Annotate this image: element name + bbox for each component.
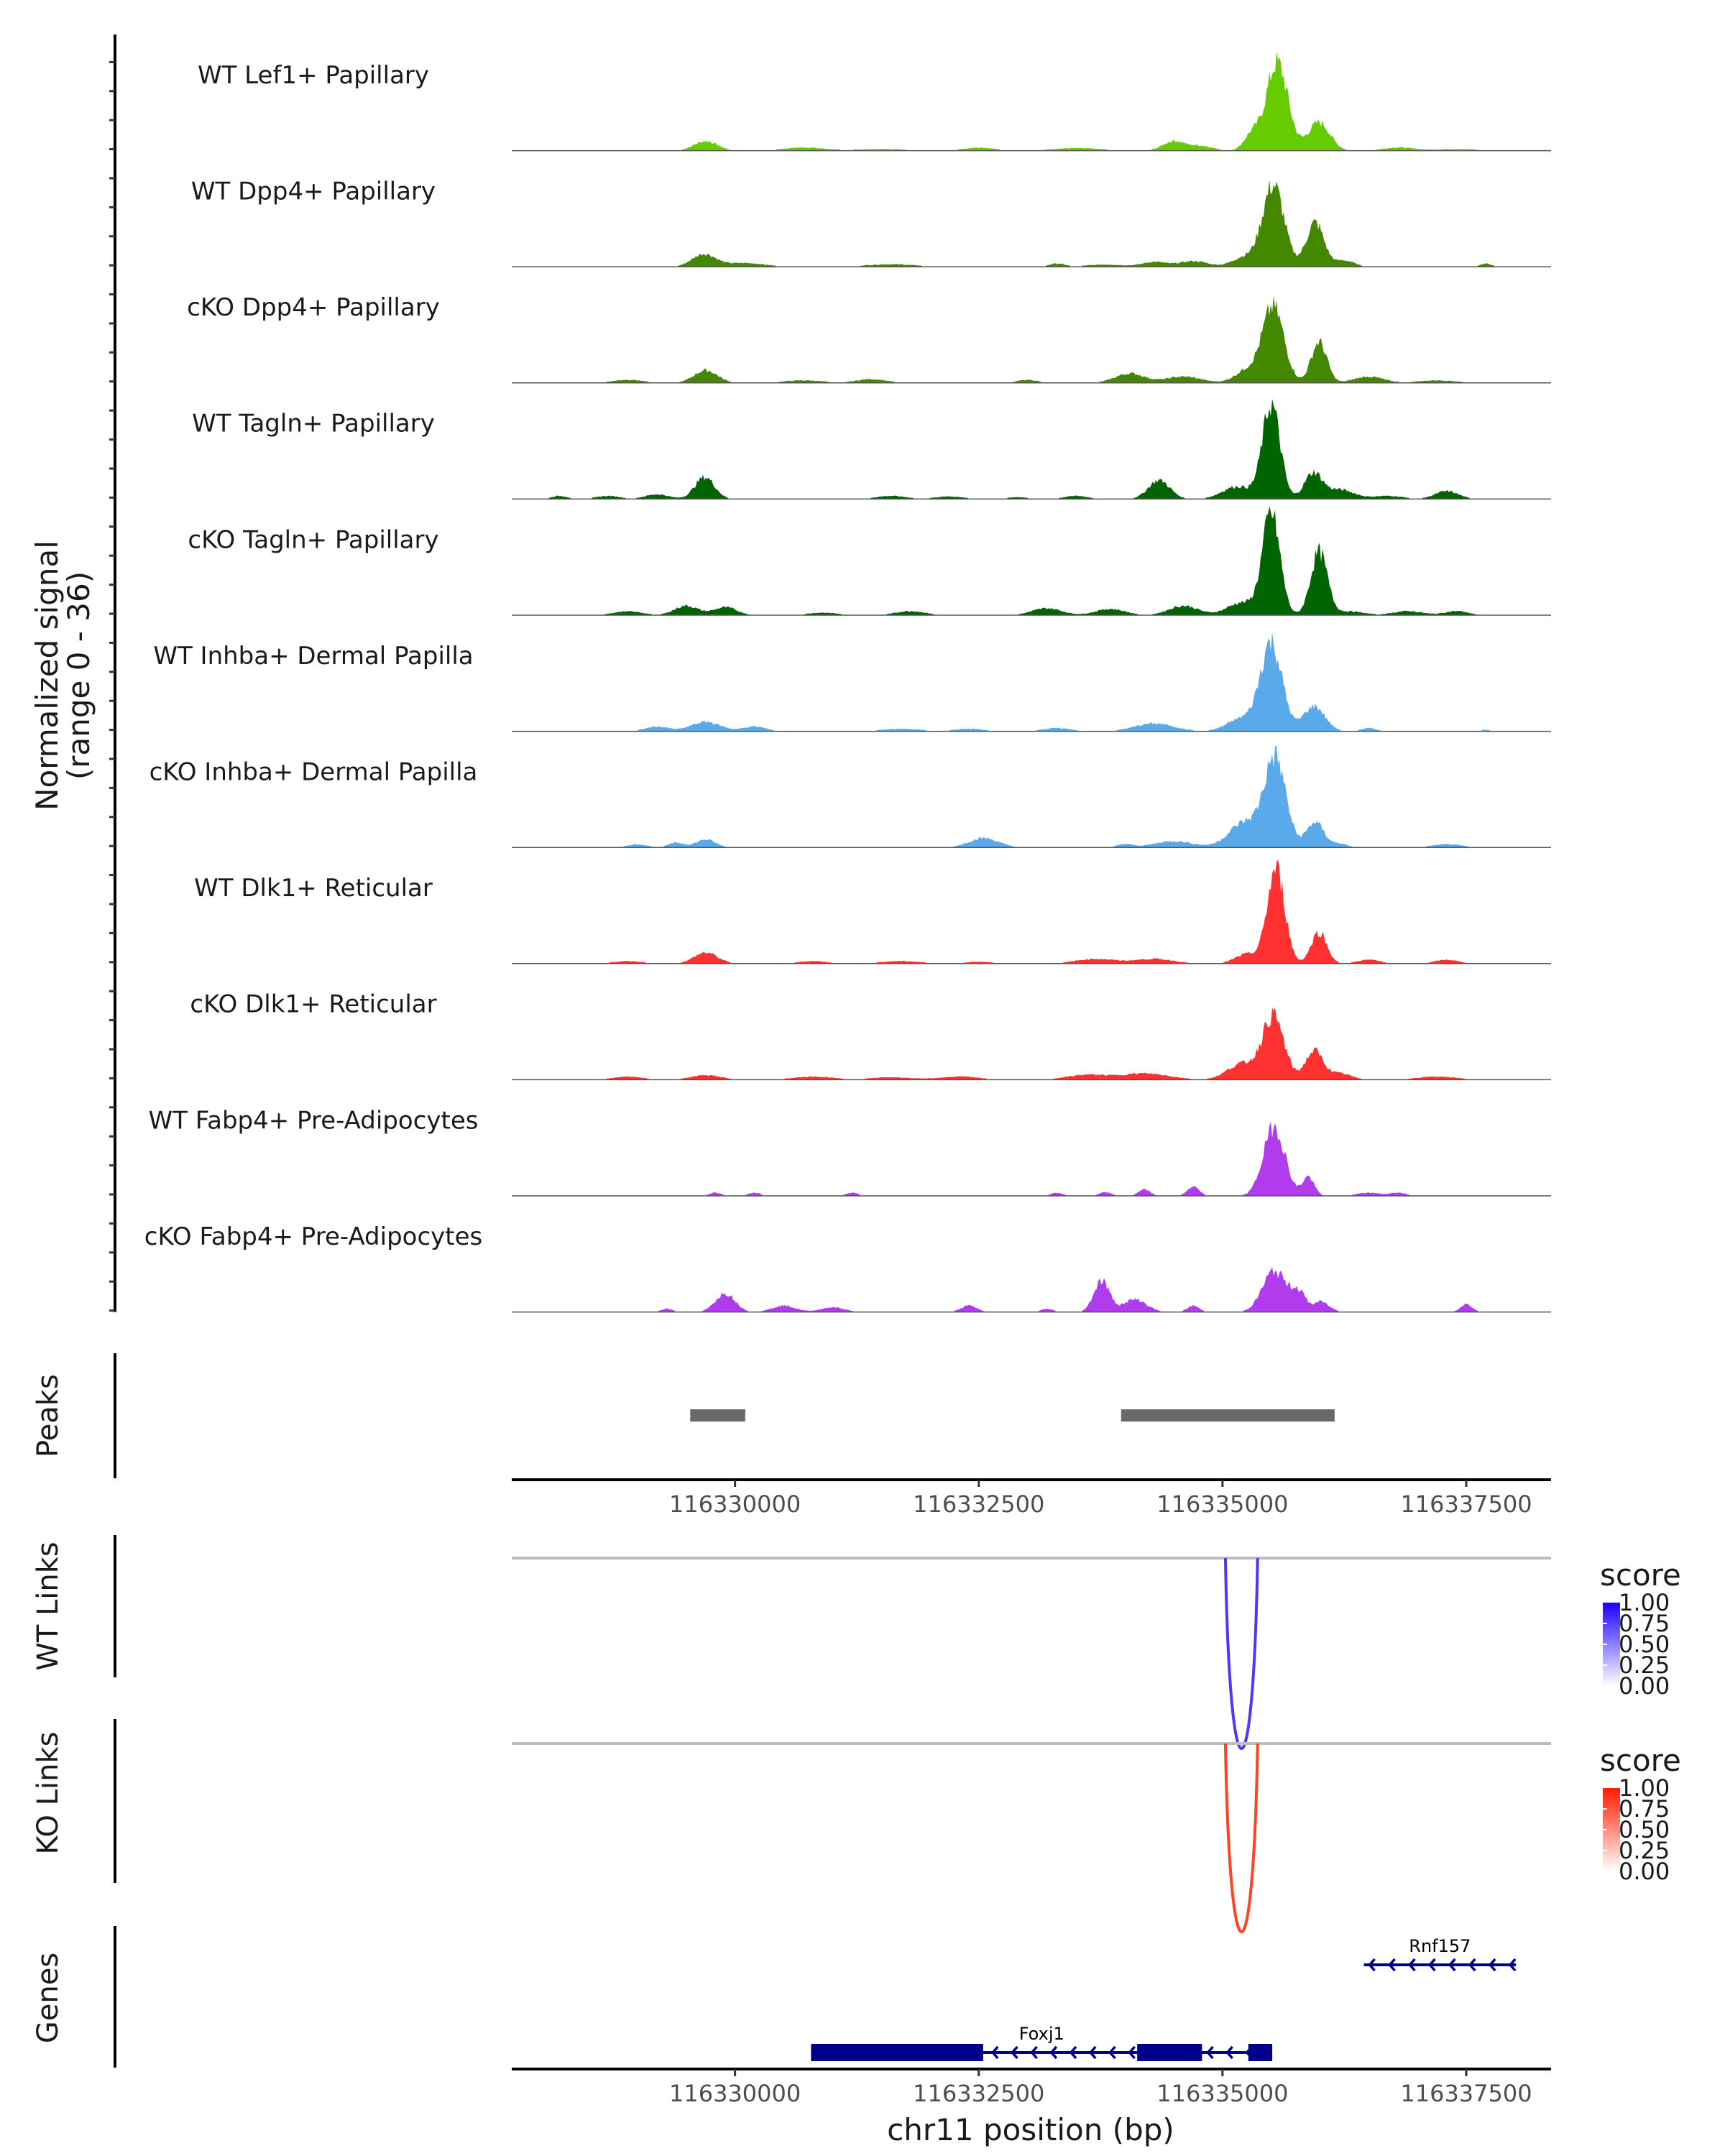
strand-arrow-icon: [990, 2045, 999, 2060]
track-label: WT Tagln+ Papillary: [192, 410, 435, 438]
gene-exon: [1248, 2044, 1273, 2061]
coverage-area: [512, 1122, 1551, 1196]
strand-arrow-icon: [1448, 1958, 1456, 1972]
wt-legend-title: score: [1600, 1557, 1681, 1593]
legend-tick-label: 0.00: [1619, 1858, 1670, 1885]
legend-tick-label: 0.00: [1619, 1672, 1670, 1700]
wt-links-panel-label: WT Links: [32, 1542, 65, 1670]
track-label: WT Inhba+ Dermal Papilla: [153, 642, 473, 671]
track-label: WT Dpp4+ Papillary: [191, 177, 436, 206]
coverage-area: [512, 1267, 1551, 1312]
coverage-track: WT Dlk1+ Reticular: [194, 860, 1551, 964]
x-tick-label: 116330000: [669, 1491, 801, 1518]
track-label: cKO Fabp4+ Pre-Adipocytes: [144, 1222, 483, 1251]
coverage-area: [512, 295, 1551, 383]
track-label: WT Lef1+ Papillary: [198, 61, 429, 90]
y-axis-title-line2: (range 0 - 36): [61, 571, 96, 780]
genes-panel-label: Genes: [32, 1953, 65, 2043]
strand-arrow-icon: [1049, 2045, 1058, 2060]
gene: Rnf157: [1363, 1936, 1517, 1972]
strand-arrow-icon: [1069, 2045, 1077, 2060]
x-tick-label: 116335000: [1156, 2080, 1288, 2107]
coverage-area: [512, 632, 1551, 732]
y-axis-title-line1: Normalized signal: [29, 540, 65, 811]
link-arc: [1223, 1743, 1259, 1934]
coverage-tracks: WT Lef1+ Papillary WT Dpp4+ Papillary cKO …: [109, 34, 1551, 1313]
x-tick-label: 116337500: [1400, 1491, 1532, 1518]
coverage-track: WT Inhba+ Dermal Papilla: [153, 632, 1551, 732]
strand-arrow-icon: [1368, 1958, 1376, 1972]
x-tick-label: 116330000: [669, 2080, 801, 2107]
genes-panel: Genes Foxj1 Rnf157: [32, 1926, 1517, 2068]
x-axis-bottom: 116330000 116332500 116335000 116337500: [512, 2068, 1551, 2107]
strand-arrow-icon: [1508, 1958, 1517, 1972]
legend-tick-label: 1.00: [1619, 1589, 1670, 1616]
coverage-area: [512, 506, 1551, 615]
gene-label: Foxj1: [1019, 2024, 1064, 2044]
strand-arrow-icon: [1388, 1958, 1396, 1972]
track-label: cKO Dlk1+ Reticular: [190, 990, 436, 1019]
x-tick-label: 116335000: [1156, 1491, 1288, 1518]
legend-tick-label: 0.25: [1619, 1837, 1670, 1864]
strand-arrow-icon: [1108, 2045, 1116, 2060]
coverage-area: [512, 179, 1551, 267]
x-axis-title: chr11 position (bp): [887, 2112, 1174, 2147]
track-label: cKO Dpp4+ Papillary: [187, 293, 440, 322]
peak-region: [690, 1409, 745, 1422]
legend-tick-label: 0.75: [1619, 1795, 1670, 1823]
legend-tick-label: 0.75: [1619, 1610, 1670, 1637]
legend-tick-label: 1.00: [1619, 1774, 1670, 1802]
strand-arrow-icon: [1030, 2045, 1038, 2060]
score-legends: score score 1.000.750.500.250.001.000.75…: [1600, 1557, 1681, 1885]
ko-links-panel-label: KO Links: [32, 1732, 65, 1855]
x-tick-label: 116332500: [913, 2080, 1044, 2107]
coverage-track: WT Fabp4+ Pre-Adipocytes: [149, 1106, 1551, 1197]
ko-legend-title: score: [1600, 1743, 1681, 1778]
coverage-area: [512, 51, 1551, 151]
coverage-track: cKO Dlk1+ Reticular: [190, 990, 1551, 1081]
coverage-track: cKO Dpp4+ Papillary: [187, 293, 1551, 384]
coverage-track: cKO Tagln+ Papillary: [188, 506, 1551, 616]
coverage-track: cKO Fabp4+ Pre-Adipocytes: [144, 1222, 1551, 1313]
track-label: cKO Tagln+ Papillary: [188, 525, 438, 554]
strand-arrow-icon: [1428, 1958, 1436, 1972]
strand-arrow-icon: [1488, 1958, 1496, 1972]
strand-arrow-icon: [1468, 1958, 1476, 1972]
coverage-area: [512, 1007, 1551, 1080]
track-label: WT Dlk1+ Reticular: [194, 874, 433, 903]
track-label: WT Fabp4+ Pre-Adipocytes: [149, 1106, 479, 1135]
x-tick-label: 116337500: [1400, 2080, 1532, 2107]
coverage-area: [512, 745, 1551, 848]
track-label: cKO Inhba+ Dermal Papilla: [150, 757, 478, 786]
coverage-track: WT Tagln+ Papillary: [192, 399, 1551, 500]
x-axis-top: 116330000 116332500 116335000 116337500: [512, 1478, 1551, 1518]
strand-arrow-icon: [1128, 2045, 1136, 2060]
legend-tick-label: 0.50: [1619, 1631, 1670, 1658]
coverage-area: [512, 860, 1551, 964]
peaks-panel-label: Peaks: [32, 1374, 65, 1457]
coverage-track: WT Lef1+ Papillary: [198, 51, 1551, 152]
strand-arrow-icon: [1408, 1958, 1416, 1972]
strand-arrow-icon: [1011, 2045, 1018, 2060]
legend-tick-label: 0.25: [1619, 1651, 1670, 1679]
coverage-track: cKO Inhba+ Dermal Papilla: [150, 745, 1551, 848]
x-tick-label: 116332500: [913, 1491, 1044, 1518]
strand-arrow-icon: [1225, 2045, 1233, 2060]
legend-tick-label: 0.50: [1619, 1816, 1670, 1843]
gene-exon: [811, 2044, 983, 2061]
coverage-track: WT Dpp4+ Papillary: [191, 177, 1551, 267]
links-panels: WT Links KO Links: [32, 1535, 1551, 1934]
gene-exon: [1137, 2044, 1202, 2061]
peaks-panel: Peaks: [32, 1353, 1335, 1478]
coverage-area: [512, 399, 1551, 499]
peak-region: [1121, 1409, 1335, 1422]
strand-arrow-icon: [1206, 2045, 1214, 2060]
link-arc: [1223, 1557, 1259, 1751]
strand-arrow-icon: [1088, 2045, 1097, 2060]
gene-label: Rnf157: [1409, 1936, 1471, 1956]
gene: Foxj1: [811, 2024, 1273, 2061]
